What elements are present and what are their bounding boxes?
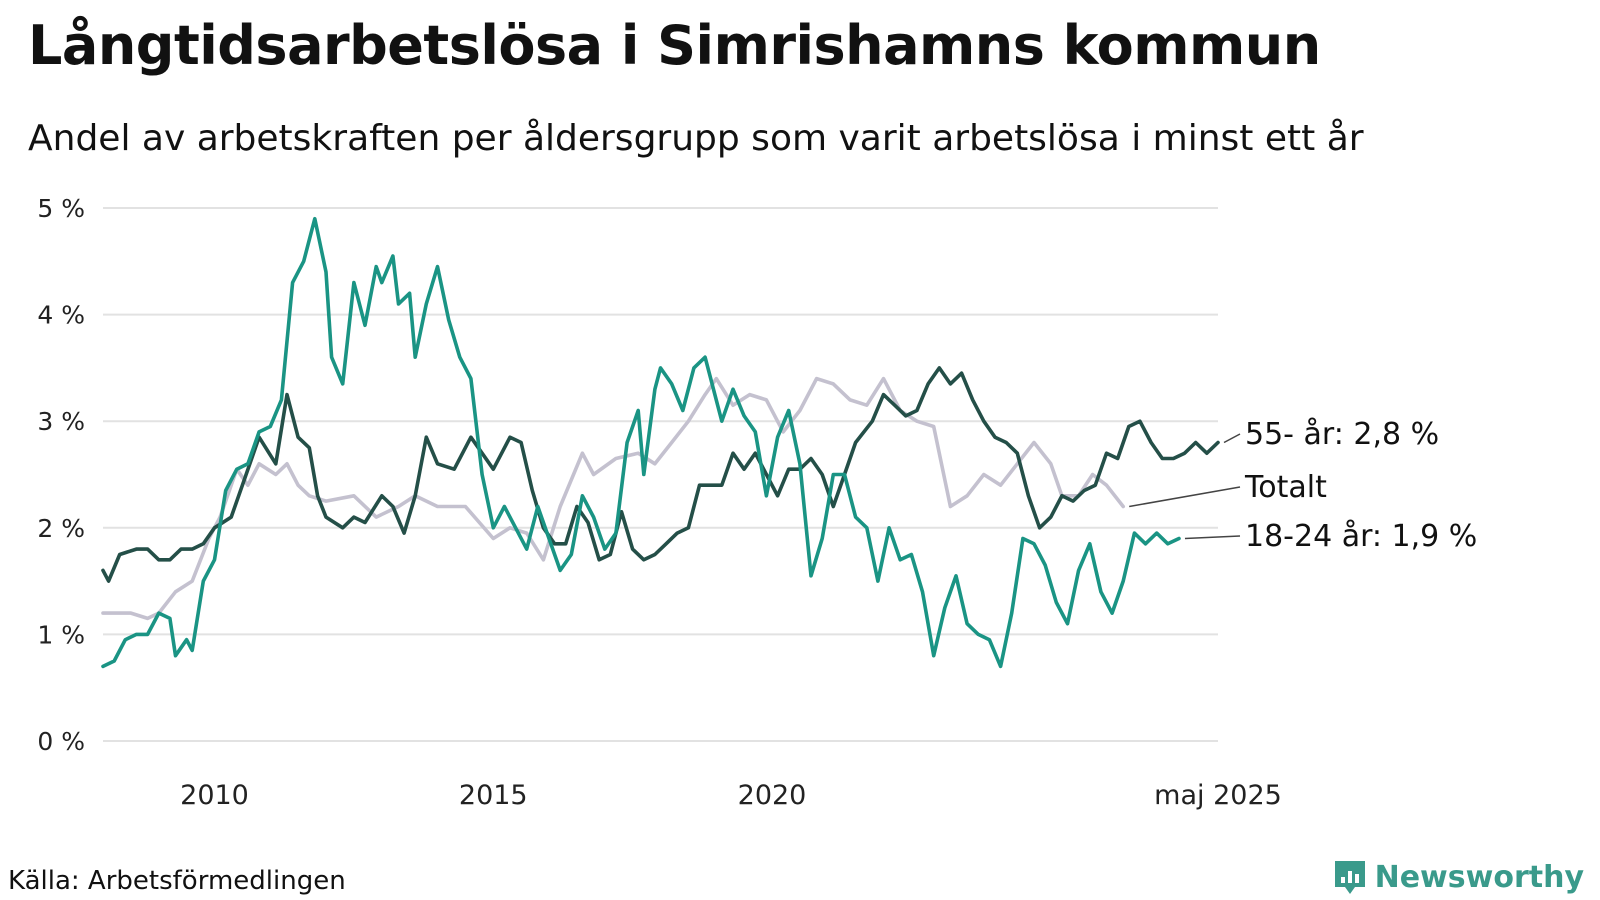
x-axis-ticks: 2010 2015 2020 maj 2025 bbox=[180, 780, 1282, 811]
y-tick-label: 3 % bbox=[37, 407, 85, 436]
end-label-senior: 55- år: 2,8 % bbox=[1245, 417, 1439, 452]
series-line-senior bbox=[101, 366, 1220, 583]
chart-subtitle: Andel av arbetskraften per åldersgrupp s… bbox=[28, 118, 1364, 159]
chart-title: Långtidsarbetslösa i Simrishamns kommun bbox=[28, 14, 1321, 77]
end-label-total: Totalt bbox=[1244, 470, 1327, 505]
gridlines bbox=[103, 207, 1218, 742]
x-tick-label: 2010 bbox=[180, 780, 249, 811]
y-tick-label: 2 % bbox=[37, 514, 85, 543]
end-labels: Totalt 55- år: 2,8 % 18-24 år: 1,9 % bbox=[1129, 417, 1477, 554]
label-leader-line bbox=[1184, 535, 1241, 540]
series-line-youth bbox=[101, 216, 1181, 669]
end-label-youth: 18-24 år: 1,9 % bbox=[1245, 519, 1477, 554]
x-tick-label: 2015 bbox=[459, 780, 528, 811]
series-line-total bbox=[101, 376, 1125, 621]
y-tick-label: 5 % bbox=[37, 194, 85, 223]
newsworthy-logo-icon bbox=[1334, 861, 1365, 894]
x-tick-label: 2020 bbox=[738, 780, 807, 811]
y-axis-ticks: 0 % 1 % 2 % 3 % 4 % 5 % bbox=[37, 194, 85, 756]
brand-name: Newsworthy bbox=[1374, 859, 1584, 895]
series-lines bbox=[101, 216, 1220, 669]
line-chart: 0 %1 %2 %3 %4 %5 % 2010 2015 2020 maj 2025 … bbox=[37, 194, 1477, 811]
y-tick-label: 1 % bbox=[37, 620, 85, 649]
y-tick-label: 0 % bbox=[37, 727, 85, 756]
y-tick-label: 4 % bbox=[37, 301, 85, 330]
label-leader-line bbox=[1223, 433, 1241, 444]
source-note: Källa: Arbetsförmedlingen bbox=[8, 866, 346, 896]
label-leader-line bbox=[1129, 486, 1241, 508]
brand-logo: Newsworthy bbox=[1333, 857, 1584, 897]
x-tick-label: maj 2025 bbox=[1154, 780, 1282, 811]
